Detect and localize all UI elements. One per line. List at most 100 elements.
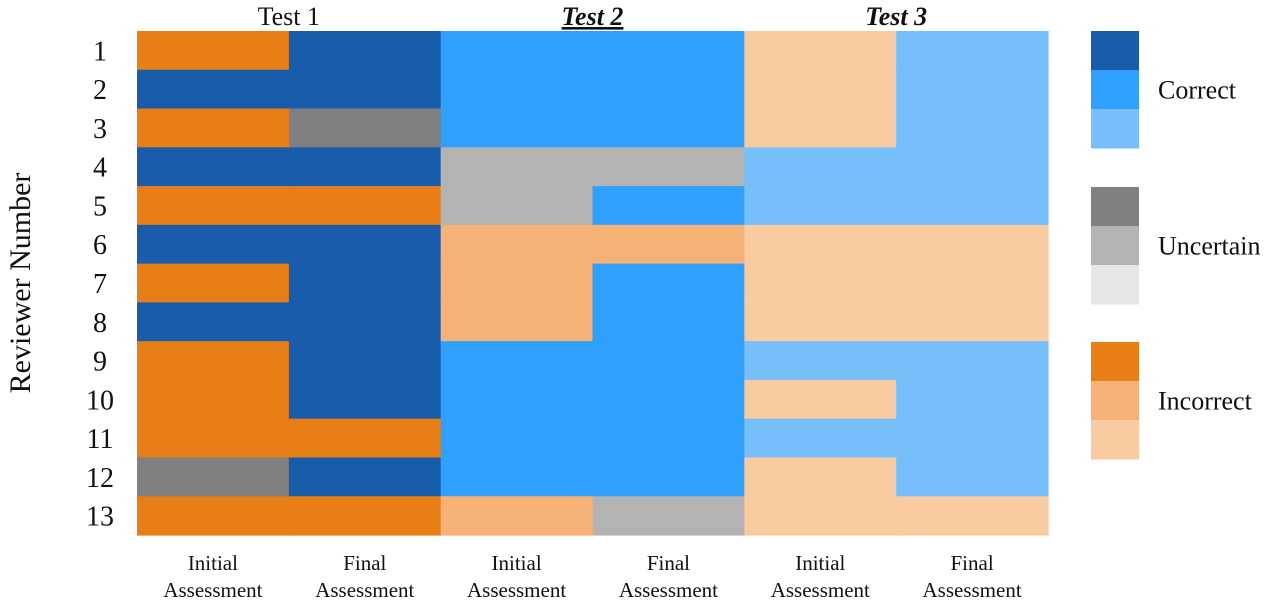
heatmap-cell	[592, 147, 745, 187]
heatmap-cell	[137, 496, 290, 536]
row-tick-label: 4	[93, 153, 107, 184]
heatmap-cell	[896, 418, 1049, 459]
heatmap-cell	[744, 457, 897, 497]
heatmap-cell	[744, 263, 897, 303]
heatmap-cell	[896, 69, 1049, 110]
row-tick-label: 13	[86, 502, 114, 533]
heatmap-cell	[744, 418, 897, 459]
row-tick-label: 5	[93, 192, 107, 223]
heatmap-cells	[137, 31, 1049, 536]
column-tick-label: Final	[343, 551, 386, 575]
legend: Correct Uncertain Incorrect	[1091, 31, 1261, 460]
heatmap-cell	[137, 69, 290, 110]
legend-swatch	[1091, 70, 1139, 110]
heatmap-cell	[744, 147, 897, 187]
heatmap-cell	[592, 263, 745, 303]
column-tick-label: Assessment	[619, 578, 718, 600]
heatmap-cell	[137, 186, 290, 226]
column-tick-label: Assessment	[771, 578, 870, 600]
heatmap-cell	[440, 341, 594, 381]
heatmap-cell	[592, 186, 745, 226]
heatmap-cell	[440, 31, 594, 71]
heatmap-cell	[137, 341, 290, 381]
heatmap-cell	[896, 108, 1049, 148]
column-tick-label: Initial	[188, 551, 238, 575]
column-tick-label: Initial	[492, 551, 542, 575]
heatmap-cell	[288, 341, 442, 381]
column-tick-label: Assessment	[163, 578, 262, 600]
heatmap-cell	[744, 496, 897, 536]
group-title: Test 3	[865, 2, 927, 31]
column-tick-label: Final	[951, 551, 994, 575]
heatmap-cell	[896, 302, 1049, 342]
row-tick-label: 8	[93, 308, 107, 339]
row-tick-label: 9	[93, 347, 107, 378]
heatmap-cell	[744, 302, 897, 342]
heatmap-cell	[288, 186, 442, 226]
heatmap-cell	[288, 496, 442, 536]
heatmap-cell	[744, 224, 897, 265]
heatmap-cell	[440, 147, 594, 187]
heatmap-cell	[896, 341, 1049, 381]
heatmap-cell	[744, 108, 897, 148]
heatmap-cell	[592, 457, 745, 497]
legend-label: Incorrect	[1158, 387, 1253, 416]
legend-swatch	[1091, 31, 1139, 71]
row-tick-label: 6	[93, 230, 107, 261]
heatmap-cell	[137, 31, 290, 71]
row-tick-label: 3	[93, 114, 107, 145]
heatmap-cell	[288, 224, 442, 265]
legend-swatch	[1091, 265, 1139, 305]
heatmap-cell	[137, 263, 290, 303]
legend-swatch	[1091, 226, 1139, 266]
legend-label: Correct	[1158, 76, 1237, 105]
legend-swatch	[1091, 342, 1139, 382]
heatmap-cell	[592, 379, 745, 420]
heatmap-cell	[137, 418, 290, 459]
heatmap-cell	[440, 302, 594, 342]
legend-swatch	[1091, 187, 1139, 227]
group-title: Test 1	[258, 2, 320, 31]
heatmap-cell	[440, 69, 594, 110]
heatmap-cell	[440, 379, 594, 420]
heatmap-cell	[440, 457, 594, 497]
legend-swatch	[1091, 381, 1139, 421]
heatmap-cell	[440, 108, 594, 148]
heatmap-cell	[592, 418, 745, 459]
heatmap-cell	[440, 263, 594, 303]
row-tick-label: 2	[93, 75, 107, 106]
heatmap-cell	[288, 379, 442, 420]
heatmap-cell	[288, 108, 442, 148]
column-tick-label: Assessment	[467, 578, 566, 600]
legend-swatch	[1091, 109, 1139, 149]
heatmap-cell	[592, 341, 745, 381]
column-tick-label: Assessment	[315, 578, 414, 600]
heatmap-cell	[288, 31, 442, 71]
heatmap-cell	[744, 186, 897, 226]
heatmap-cell	[288, 263, 442, 303]
heatmap-cell	[440, 186, 594, 226]
heatmap-cell	[896, 457, 1049, 497]
heatmap-cell	[288, 147, 442, 187]
row-tick-label: 10	[86, 385, 114, 416]
heatmap-cell	[896, 31, 1049, 71]
heatmap-cell	[137, 302, 290, 342]
heatmap-cell	[896, 147, 1049, 187]
legend-swatch	[1091, 420, 1139, 460]
heatmap-cell	[288, 69, 442, 110]
heatmap-cell	[440, 224, 594, 265]
heatmap-cell	[592, 31, 745, 71]
group-title: Test 2	[562, 2, 624, 31]
column-tick-label: Final	[647, 551, 690, 575]
heatmap-cell	[137, 379, 290, 420]
heatmap-cell	[896, 224, 1049, 265]
column-tick-label: Initial	[795, 551, 845, 575]
heatmap-cell	[896, 186, 1049, 226]
heatmap-cell	[896, 263, 1049, 303]
heatmap-cell	[137, 147, 290, 187]
heatmap-cell	[744, 31, 897, 71]
heatmap-cell	[440, 496, 594, 536]
heatmap-cell	[137, 224, 290, 265]
